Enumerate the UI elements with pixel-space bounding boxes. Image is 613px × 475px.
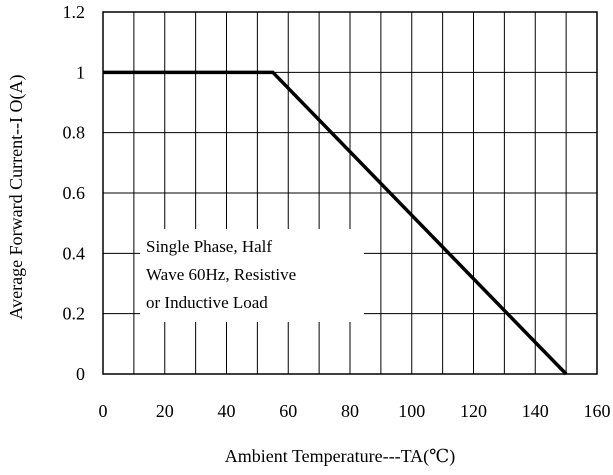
series-line [103,70,568,376]
x-tick-label: 100 [398,401,425,421]
plot-area-frame [102,11,598,375]
x-tick-label: 40 [218,401,236,421]
y-tick-label: 1 [76,62,85,82]
x-tick-label: 0 [99,401,108,421]
y-tick-label: 0.2 [63,304,86,324]
y-tick-label: 1.2 [63,2,86,22]
annotation-line: Single Phase, Half [146,237,272,256]
y-tick-labels: 0 0.2 0.4 0.6 0.8 1 1.2 [63,2,86,384]
x-tick-label: 80 [341,401,359,421]
x-axis-label: Ambient Temperature---TA(℃) [225,446,456,467]
y-tick-label: 0.4 [63,243,86,263]
y-tick-label: 0.6 [63,183,86,203]
y-axis-label: Average Forward Current--I O(A) [6,74,27,319]
annotation-line: Wave 60Hz, Resistive [146,265,296,284]
x-tick-label: 20 [156,401,174,421]
annotation-background [140,229,364,322]
y-tick-label: 0.8 [63,123,86,143]
x-tick-label: 160 [584,401,611,421]
x-tick-labels: 0 20 40 60 80 100 120 140 160 [99,401,611,421]
x-tick-label: 140 [522,401,549,421]
y-tick-label: 0 [76,364,85,384]
x-tick-label: 60 [279,401,297,421]
annotation-line: or Inductive Load [146,293,268,312]
series-layer [103,70,568,376]
annotation-text: Single Phase, Half Wave 60Hz, Resistive … [146,237,300,312]
x-tick-label: 120 [460,401,487,421]
